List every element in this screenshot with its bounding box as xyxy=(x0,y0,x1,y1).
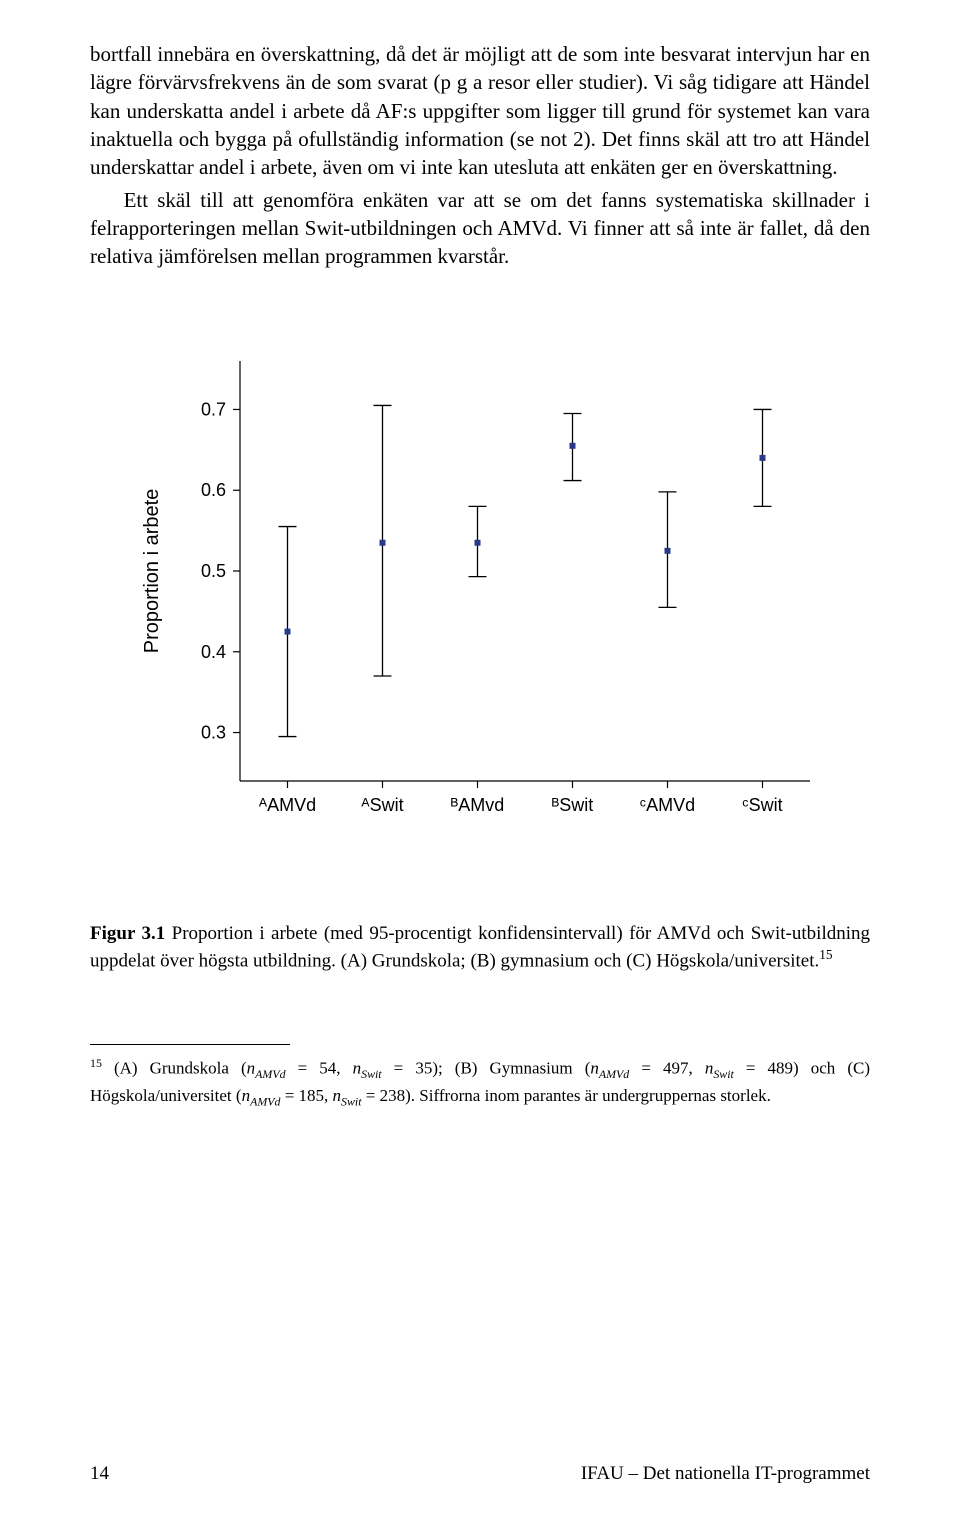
footnote-number: 15 xyxy=(90,1056,102,1070)
svg-text:ᴮSwit: ᴮSwit xyxy=(552,795,593,815)
figure-chart: 0.3 0.4 0.5 0.6 0.7 Proportion i arbete ᴬAMVd ᴬ… xyxy=(90,341,870,861)
page-number: 14 xyxy=(90,1463,109,1485)
body-paragraph-1: bortfall innebära en överskattning, då d… xyxy=(90,40,870,182)
svg-text:ᶜAMVd: ᶜAMVd xyxy=(640,795,695,815)
footnote: 15 (A) Grundskola (nAMVd = 54, nSwit = 3… xyxy=(90,1055,870,1110)
svg-text:ᴬAMVd: ᴬAMVd xyxy=(258,795,316,815)
body-paragraph-2: Ett skäl till att genomföra enkäten var … xyxy=(90,186,870,271)
figure-caption: Figur 3.1 Proportion i arbete (med 95-pr… xyxy=(90,921,870,975)
svg-text:ᴮAMvd: ᴮAMvd xyxy=(451,795,504,815)
figure-caption-text: Proportion i arbete (med 95-procentigt k… xyxy=(90,923,870,972)
running-header: IFAU – Det nationella IT-programmet xyxy=(581,1463,870,1485)
footnote-rule xyxy=(90,1044,290,1045)
svg-text:ᶜSwit: ᶜSwit xyxy=(742,795,782,815)
figure-label: Figur 3.1 xyxy=(90,923,165,944)
page-footer: 14 IFAU – Det nationella IT-programmet xyxy=(90,1463,870,1485)
svg-text:ᴬSwit: ᴬSwit xyxy=(360,795,403,815)
svg-text:0.5: 0.5 xyxy=(201,561,226,581)
figure-caption-sup: 15 xyxy=(819,947,832,962)
svg-text:0.6: 0.6 xyxy=(201,480,226,500)
error-bar-chart: 0.3 0.4 0.5 0.6 0.7 Proportion i arbete ᴬAMVd ᴬ… xyxy=(130,341,830,861)
svg-text:0.7: 0.7 xyxy=(201,399,226,419)
svg-text:0.3: 0.3 xyxy=(201,722,226,742)
svg-text:Proportion i arbete: Proportion i arbete xyxy=(141,488,163,653)
svg-text:0.4: 0.4 xyxy=(201,642,226,662)
